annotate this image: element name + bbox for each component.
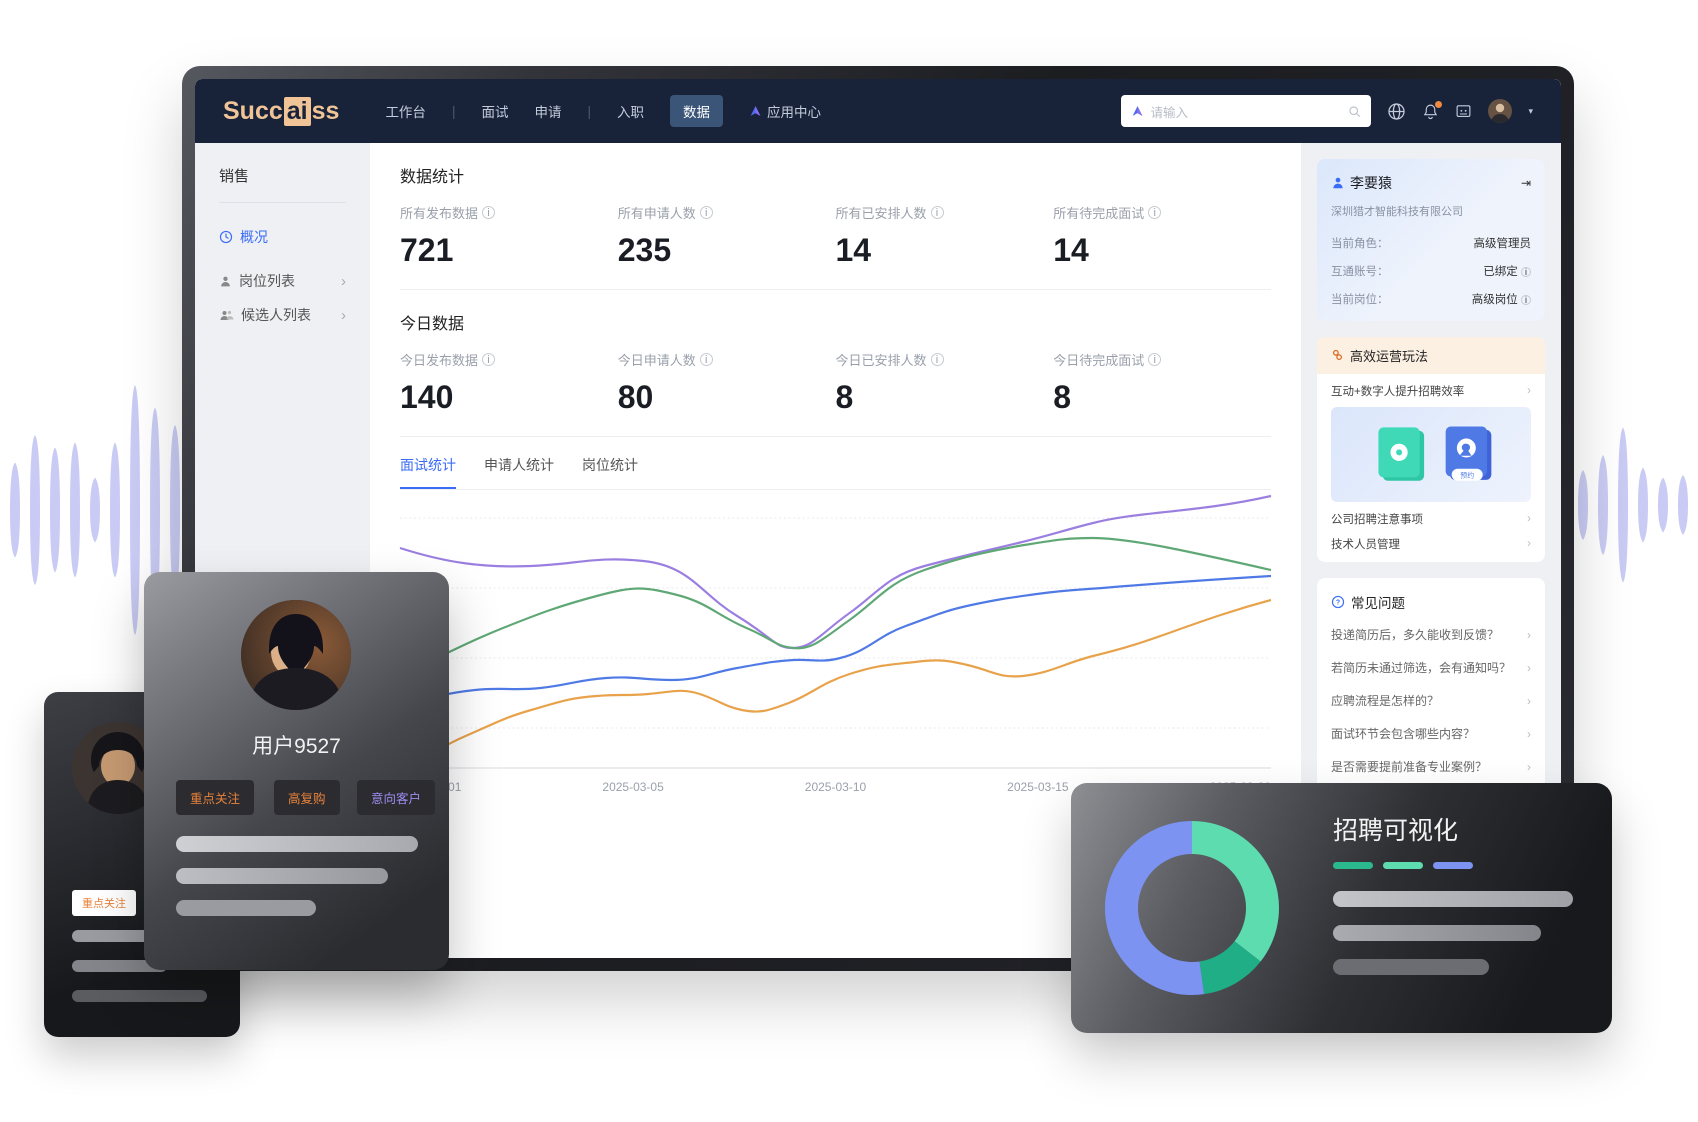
svg-text:预约: 预约 xyxy=(1460,470,1474,479)
svg-text:?: ? xyxy=(1336,600,1340,607)
